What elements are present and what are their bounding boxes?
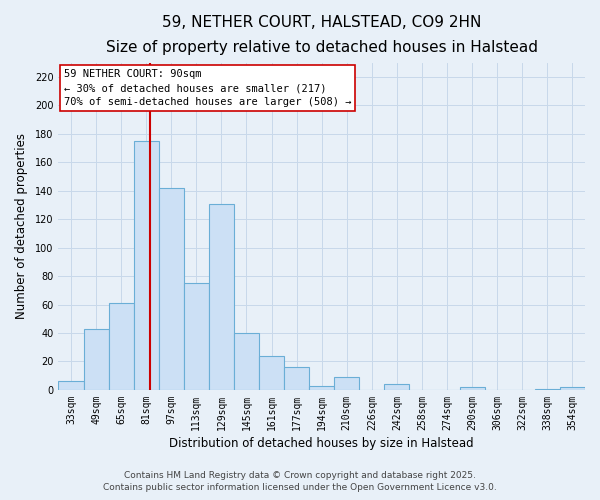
Bar bbox=[209, 204, 234, 390]
Bar bbox=[234, 333, 259, 390]
Bar bbox=[460, 387, 485, 390]
Bar bbox=[259, 356, 284, 390]
Bar bbox=[184, 283, 209, 390]
Text: 59 NETHER COURT: 90sqm
← 30% of detached houses are smaller (217)
70% of semi-de: 59 NETHER COURT: 90sqm ← 30% of detached… bbox=[64, 70, 351, 108]
Bar bbox=[159, 188, 184, 390]
Bar bbox=[309, 386, 334, 390]
Bar bbox=[58, 382, 83, 390]
Bar bbox=[83, 329, 109, 390]
X-axis label: Distribution of detached houses by size in Halstead: Distribution of detached houses by size … bbox=[169, 437, 474, 450]
Bar bbox=[385, 384, 409, 390]
Bar bbox=[560, 387, 585, 390]
Bar bbox=[334, 377, 359, 390]
Bar bbox=[134, 141, 159, 390]
Title: 59, NETHER COURT, HALSTEAD, CO9 2HN
Size of property relative to detached houses: 59, NETHER COURT, HALSTEAD, CO9 2HN Size… bbox=[106, 15, 538, 54]
Bar bbox=[109, 303, 134, 390]
Bar bbox=[535, 388, 560, 390]
Text: Contains HM Land Registry data © Crown copyright and database right 2025.
Contai: Contains HM Land Registry data © Crown c… bbox=[103, 471, 497, 492]
Bar bbox=[284, 367, 309, 390]
Y-axis label: Number of detached properties: Number of detached properties bbox=[15, 134, 28, 320]
